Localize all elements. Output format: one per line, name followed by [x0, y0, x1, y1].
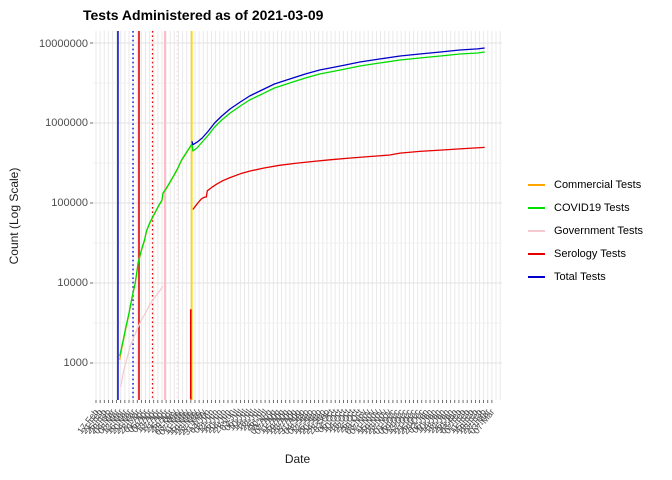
chart-title: Tests Administered as of 2021-03-09: [83, 7, 324, 23]
series-lines: [119, 47, 485, 388]
series-line-total-tests: [191, 47, 485, 146]
legend-label: Total Tests: [554, 270, 606, 283]
y-axis-title: Count (Log Scale): [7, 167, 21, 265]
legend-item-covid19: COVID19 Tests: [528, 196, 643, 219]
y-tick-label: 100000: [51, 197, 88, 209]
legend-item-total: Total Tests: [528, 265, 643, 288]
vertical-gridlines: [95, 31, 501, 400]
legend-key-line: [528, 275, 545, 278]
legend-key-line: [528, 183, 545, 186]
y-tick-label: 1000: [63, 357, 88, 369]
legend: Commercial Tests COVID19 Tests Governmen…: [528, 173, 643, 288]
reference-vlines: [117, 31, 193, 400]
horizontal-gridlines: [93, 42, 502, 364]
x-axis-title: Date: [284, 452, 311, 466]
series-line-commercial-tests: [119, 144, 193, 360]
legend-label: Government Tests: [554, 224, 644, 237]
legend-key-line: [528, 229, 545, 232]
y-tick-label: 10000: [57, 277, 88, 289]
legend-item-commercial: Commercial Tests: [528, 173, 643, 196]
legend-label: Serology Tests: [554, 247, 626, 260]
legend-label: COVID19 Tests: [554, 201, 630, 214]
series-line-government-tests: [120, 285, 164, 388]
y-tick-label: 1000000: [45, 117, 88, 129]
legend-key-line: [528, 206, 545, 209]
legend-label: Commercial Tests: [554, 178, 642, 191]
series-line-covid19-tests: [119, 51, 485, 357]
legend-item-government: Government Tests: [528, 219, 643, 242]
legend-item-serology: Serology Tests: [528, 242, 643, 265]
x-tick-labels: 17-Feb21-Feb25-Feb29-Feb04-Mar08-Mar12-M…: [75, 407, 496, 437]
legend-key-line: [528, 252, 545, 255]
y-tick-label: 10000000: [39, 38, 88, 50]
axis-ticks: [90, 42, 493, 403]
series-line-serology-tests: [192, 146, 485, 210]
